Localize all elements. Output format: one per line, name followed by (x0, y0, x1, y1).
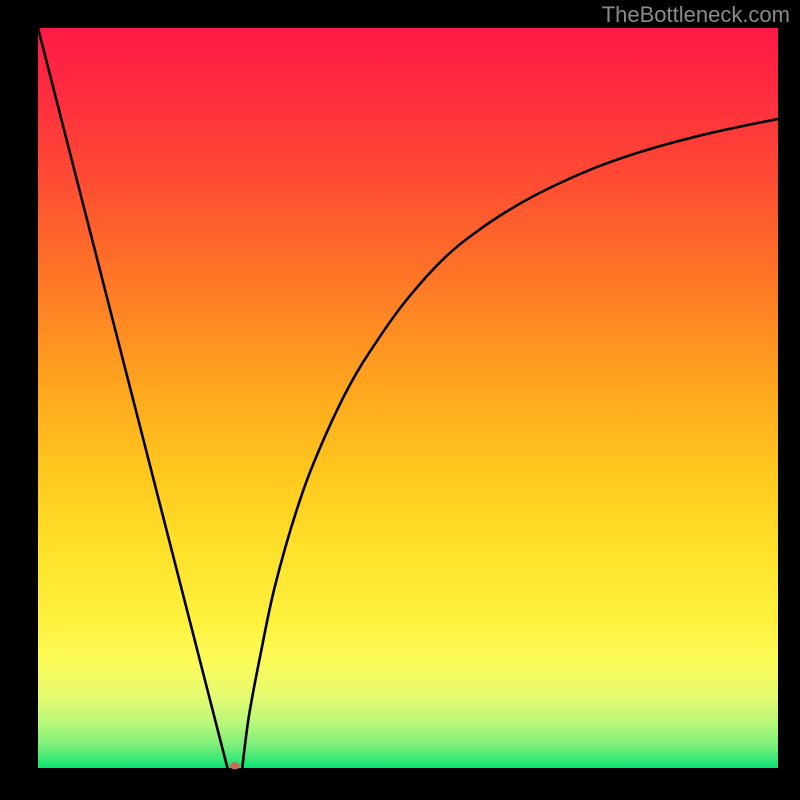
plot-area (38, 28, 778, 768)
optimum-marker (230, 762, 240, 769)
watermark-text: TheBottleneck.com (602, 2, 790, 27)
